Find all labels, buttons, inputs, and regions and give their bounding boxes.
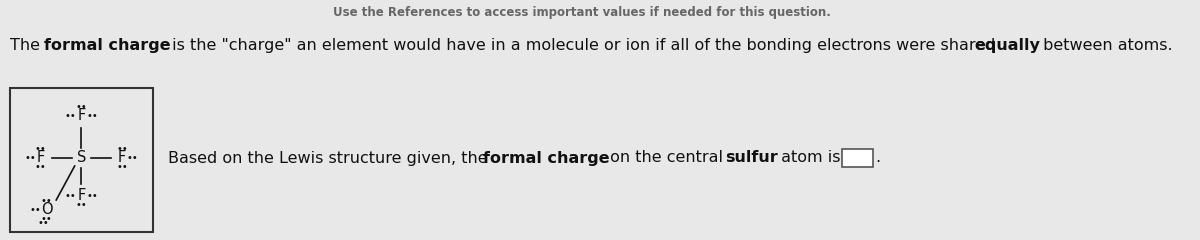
Text: ••: •• (35, 144, 47, 154)
Text: ••: •• (35, 162, 47, 172)
Text: ••: •• (65, 191, 77, 201)
Text: equally: equally (974, 38, 1040, 53)
Text: ••: •• (41, 214, 53, 224)
Text: The: The (10, 38, 44, 53)
Text: .: . (875, 150, 881, 166)
Text: S: S (77, 150, 86, 166)
Text: O: O (41, 203, 53, 217)
Text: Based on the Lewis structure given, the: Based on the Lewis structure given, the (168, 150, 492, 166)
Text: ••: •• (116, 144, 128, 154)
Text: ••: •• (127, 153, 139, 163)
Text: ••: •• (76, 102, 88, 112)
Text: between atoms.: between atoms. (1038, 38, 1174, 53)
Bar (10, 88, 154, 232)
Text: atom is: atom is (776, 150, 840, 166)
Text: F: F (77, 188, 85, 204)
Bar (842, 149, 874, 167)
Text: formal charge: formal charge (482, 150, 610, 166)
Text: F: F (77, 108, 85, 124)
Text: formal charge: formal charge (43, 38, 170, 53)
Text: ••: •• (76, 200, 88, 210)
Text: ••: •• (37, 218, 49, 228)
Text: ••: •• (41, 196, 53, 206)
Text: is the "charge" an element would have in a molecule or ion if all of the bonding: is the "charge" an element would have in… (167, 38, 1000, 53)
Text: ••: •• (116, 162, 128, 172)
Text: F: F (118, 150, 126, 166)
Text: Use the References to access important values if needed for this question.: Use the References to access important v… (332, 6, 830, 19)
Text: on the central: on the central (605, 150, 728, 166)
Text: ••: •• (86, 111, 98, 121)
Text: F: F (36, 150, 44, 166)
Text: ••: •• (65, 111, 77, 121)
Text: sulfur: sulfur (725, 150, 778, 166)
Text: ••: •• (86, 191, 98, 201)
Text: ••: •• (24, 153, 36, 163)
Text: ••: •• (30, 205, 42, 215)
